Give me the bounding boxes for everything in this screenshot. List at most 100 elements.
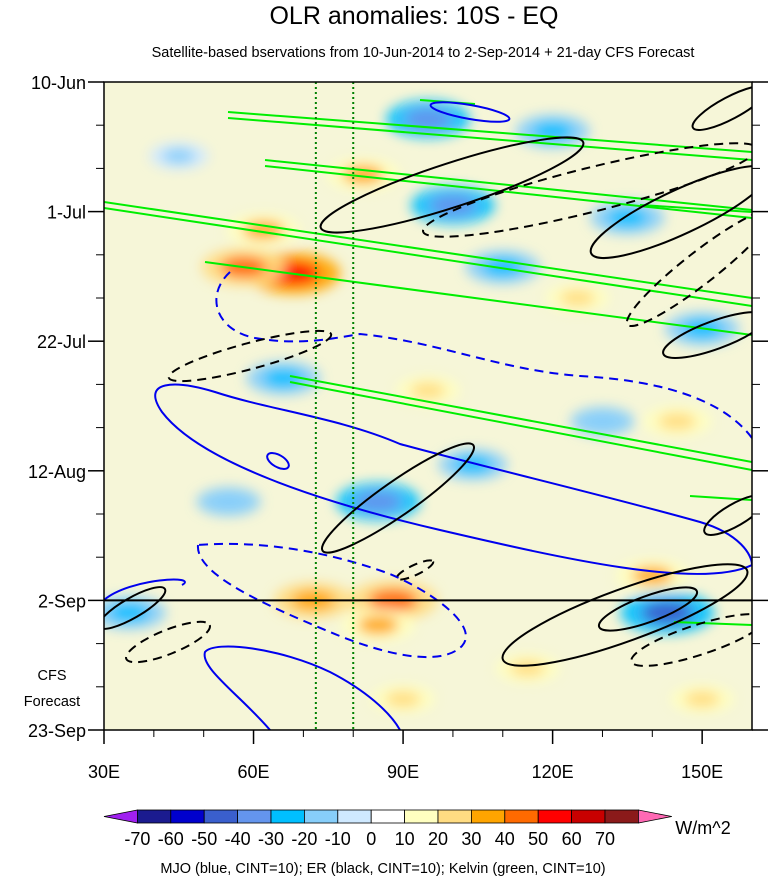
anomaly-patch [510,660,546,677]
colorbar-cell [370,809,406,824]
anomaly-patch [385,691,421,708]
footer-note: MJO (blue, CINT=10); ER (black, CINT=10)… [160,861,605,877]
mjo-contour-positive [266,452,290,470]
anomaly-patch [684,691,720,708]
anomaly-patch [211,493,247,510]
kelvin-contour [104,201,752,299]
anomaly-patch [404,108,452,130]
kelvin-contour [639,204,752,213]
mjo-contour-negative [196,542,467,659]
er-contour-positive [703,494,752,536]
y-tick-label: 2-Sep [38,591,86,611]
anomaly-patch [641,601,694,625]
kelvin-contour [227,117,752,161]
colorbar-cell [638,809,672,824]
colorbar-label: -60 [158,829,184,849]
colorbar-cell [537,809,573,824]
anomaly-patch [108,603,150,622]
mjo-contour-positive [104,578,186,601]
forecast-label-line1: CFS [38,668,67,684]
kelvin-contour [289,381,752,471]
anomaly-patch [658,412,697,430]
er-contour-positive [104,586,167,630]
colorbar-cell [270,809,305,824]
er-contour-negative [125,620,211,664]
colorbar-label: 30 [461,829,481,849]
er-contour-negative [625,208,752,328]
kelvin-contour [204,261,752,336]
anomaly-patch [357,615,399,635]
y-tick-label: 10-Jun [31,73,86,93]
colorbar-units: W/m^2 [675,818,730,838]
kelvin-contour [673,621,752,626]
colorbar-label: 10 [395,829,415,849]
anomaly-patch [162,148,195,164]
colorbar-cell [203,809,238,824]
colorbar-label: 60 [562,829,582,849]
colorbar-cell [337,809,372,824]
colorbar-label: -50 [191,829,217,849]
anomaly-patch [453,456,492,474]
er-contour-positive [597,586,699,632]
kelvin-contour [289,375,752,463]
kelvin-contour [264,159,752,211]
colorbar-label: 50 [528,829,548,849]
x-tick-label: 150E [681,762,723,782]
y-tick-label: 12-Aug [28,462,86,482]
er-contour-positive [321,442,475,554]
colorbar-cell [237,809,272,824]
reference-lines [104,82,752,730]
colorbar-label: 70 [595,829,615,849]
axes: 10-Jun 1-Jul 22-Jul 12-Aug 2-Sep 23-Sep 30E 60E… [28,73,768,782]
y-tick-label: 1-Jul [47,203,86,223]
anomaly-patch [584,413,621,430]
wave-contours [104,85,752,730]
colorbar-cell [470,809,506,824]
anomaly-patch [355,491,402,512]
colorbar-label: 20 [428,829,448,849]
y-tick-label: 22-Jul [37,332,86,352]
colorbar-label: -20 [291,829,317,849]
anomaly-patch [410,382,446,399]
chart-title: OLR anomalies: 10S - EQ [269,2,558,30]
colorbar-cell [103,809,138,824]
x-tick-label: 90E [387,762,419,782]
colorbar-cell [136,809,172,824]
mjo-contour-positive [429,101,511,123]
y-tick-label: 23-Sep [28,721,86,741]
colorbar-cell [604,809,639,824]
colorbar-label: -10 [325,829,351,849]
kelvin-contour [104,207,752,307]
colorbar-label: 40 [495,829,515,849]
colorbar-cell [504,809,539,824]
chart-subtitle: Satellite-based bservations from 10-Jun-… [152,45,695,61]
colorbar-cell [170,809,205,824]
er-contour-positive [691,85,752,131]
colorbar: -70 -60 -50 -40 -30 -20 -10 0 10 20 30 40 50 60 70 [103,809,672,849]
x-tick-label: 120E [532,762,574,782]
er-contour-negative [395,559,435,581]
colorbar-label: -30 [258,829,284,849]
plot-frame [103,81,753,731]
mjo-contour-positive [154,383,752,576]
mjo-contour-positive [203,645,401,730]
anomaly-patch [559,290,596,306]
colorbar-cell [404,809,439,824]
colorbar-cell [571,809,606,824]
er-contour-positive [501,563,749,667]
colorbar-cell [437,809,472,824]
x-tick-label: 60E [238,762,270,782]
er-contour-positive [589,165,752,259]
colorbar-label: 0 [366,829,376,849]
er-contour-positive [662,311,752,359]
colorbar-cell [303,809,339,824]
anomaly-patch [243,220,284,240]
colorbar-label: -40 [225,829,251,849]
er-contour-positive [319,136,585,234]
er-contour-negative [167,329,333,383]
er-contour-negative [422,142,752,238]
forecast-label-line2: Forecast [24,694,80,710]
x-tick-label: 30E [88,762,120,782]
colorbar-label: -70 [124,829,150,849]
